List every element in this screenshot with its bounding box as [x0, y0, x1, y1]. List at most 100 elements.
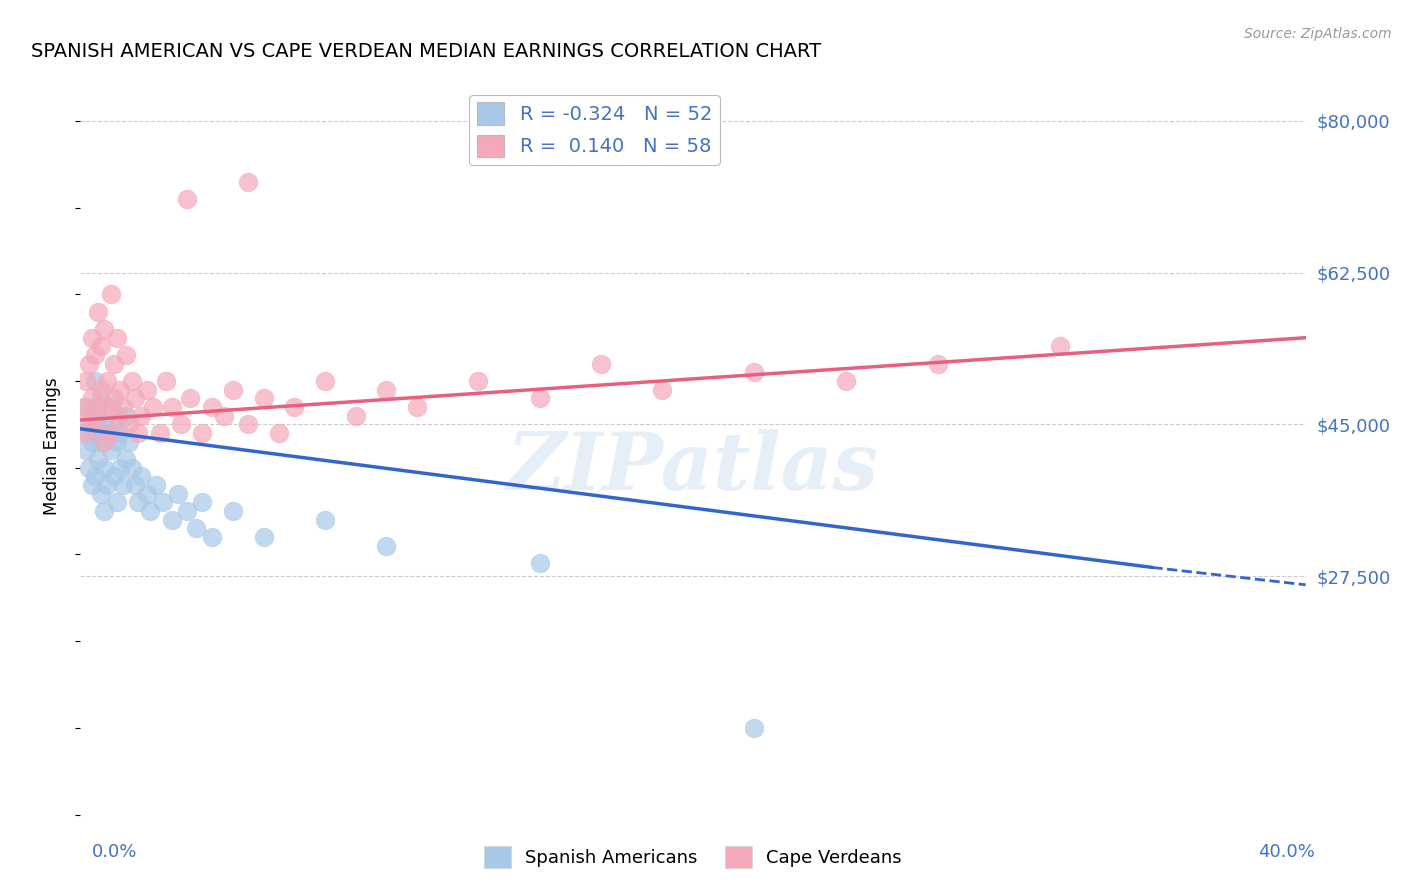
Point: [114, 348, 136, 362]
Point: [84, 426, 107, 441]
Point: [136, 383, 159, 397]
Point: [176, 504, 198, 518]
Point: [87, 304, 110, 318]
Point: [96, 426, 118, 441]
Legend: R = -0.324   N = 52, R =  0.140   N = 58: R = -0.324 N = 52, R = 0.140 N = 58: [470, 95, 720, 165]
Point: [186, 521, 208, 535]
Point: [90, 339, 112, 353]
Point: [529, 392, 551, 406]
Point: [191, 495, 214, 509]
Point: [103, 357, 125, 371]
Point: [84, 417, 107, 432]
Point: [114, 409, 136, 423]
Point: [108, 460, 131, 475]
Point: [124, 392, 146, 406]
Point: [118, 417, 141, 432]
Point: [105, 409, 128, 423]
Point: [167, 487, 190, 501]
Point: [344, 409, 367, 423]
Point: [212, 409, 235, 423]
Point: [139, 504, 162, 518]
Point: [93, 504, 115, 518]
Point: [191, 426, 214, 441]
Point: [127, 426, 149, 441]
Point: [529, 556, 551, 570]
Point: [238, 417, 260, 432]
Point: [742, 365, 765, 379]
Point: [103, 417, 125, 432]
Point: [238, 175, 260, 189]
Point: [127, 495, 149, 509]
Point: [84, 374, 107, 388]
Point: [152, 495, 174, 509]
Point: [114, 452, 136, 467]
Point: [77, 460, 100, 475]
Point: [111, 400, 134, 414]
Point: [176, 192, 198, 206]
Point: [84, 469, 107, 483]
Point: [170, 417, 193, 432]
Point: [103, 392, 125, 406]
Point: [100, 287, 122, 301]
Text: ZIPatlas: ZIPatlas: [506, 429, 879, 507]
Point: [96, 374, 118, 388]
Point: [75, 443, 97, 458]
Point: [108, 426, 131, 441]
Point: [72, 400, 94, 414]
Point: [201, 400, 224, 414]
Point: [121, 460, 143, 475]
Point: [96, 478, 118, 492]
Point: [93, 460, 115, 475]
Point: [375, 383, 398, 397]
Point: [100, 426, 122, 441]
Point: [927, 357, 949, 371]
Point: [136, 487, 159, 501]
Point: [82, 478, 104, 492]
Point: [105, 434, 128, 449]
Point: [253, 530, 276, 544]
Text: 0.0%: 0.0%: [91, 843, 136, 861]
Point: [90, 383, 112, 397]
Point: [124, 478, 146, 492]
Point: [105, 495, 128, 509]
Text: Source: ZipAtlas.com: Source: ZipAtlas.com: [1244, 27, 1392, 41]
Point: [589, 357, 612, 371]
Point: [82, 331, 104, 345]
Point: [111, 478, 134, 492]
Point: [77, 409, 100, 423]
Point: [77, 357, 100, 371]
Point: [118, 434, 141, 449]
Point: [100, 443, 122, 458]
Point: [283, 400, 305, 414]
Point: [267, 426, 290, 441]
Point: [179, 392, 201, 406]
Point: [742, 721, 765, 735]
Point: [222, 504, 245, 518]
Point: [96, 400, 118, 414]
Point: [406, 400, 429, 414]
Point: [93, 434, 115, 449]
Point: [82, 434, 104, 449]
Point: [155, 374, 177, 388]
Point: [160, 400, 183, 414]
Point: [222, 383, 245, 397]
Point: [103, 469, 125, 483]
Point: [90, 487, 112, 501]
Point: [145, 478, 167, 492]
Point: [87, 400, 110, 414]
Point: [253, 392, 276, 406]
Point: [75, 374, 97, 388]
Point: [1049, 339, 1071, 353]
Point: [87, 452, 110, 467]
Point: [201, 530, 224, 544]
Text: 40.0%: 40.0%: [1258, 843, 1315, 861]
Point: [93, 322, 115, 336]
Point: [142, 400, 165, 414]
Point: [835, 374, 858, 388]
Point: [82, 392, 104, 406]
Point: [100, 400, 122, 414]
Point: [651, 383, 673, 397]
Point: [84, 348, 107, 362]
Point: [148, 426, 170, 441]
Point: [93, 417, 115, 432]
